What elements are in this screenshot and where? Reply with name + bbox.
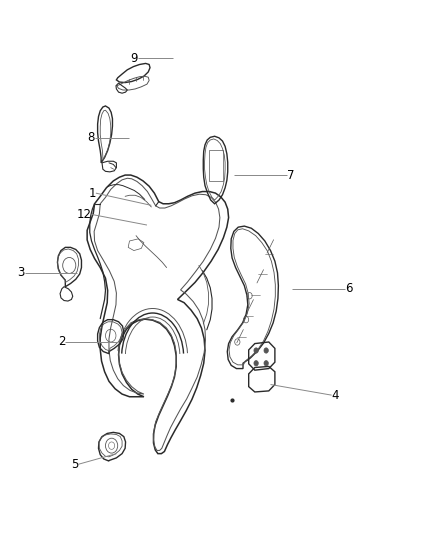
Text: 9: 9 [131, 52, 138, 64]
Text: 12: 12 [77, 208, 92, 221]
Text: 7: 7 [287, 168, 294, 182]
Text: 5: 5 [71, 458, 78, 471]
Circle shape [264, 348, 268, 353]
Circle shape [264, 361, 268, 366]
Text: 6: 6 [345, 282, 352, 295]
Text: 3: 3 [18, 266, 25, 279]
Text: 8: 8 [87, 131, 95, 144]
Text: 1: 1 [88, 187, 96, 200]
Circle shape [254, 361, 258, 366]
Circle shape [254, 348, 258, 353]
Text: 4: 4 [332, 389, 339, 402]
Text: 2: 2 [58, 335, 65, 349]
